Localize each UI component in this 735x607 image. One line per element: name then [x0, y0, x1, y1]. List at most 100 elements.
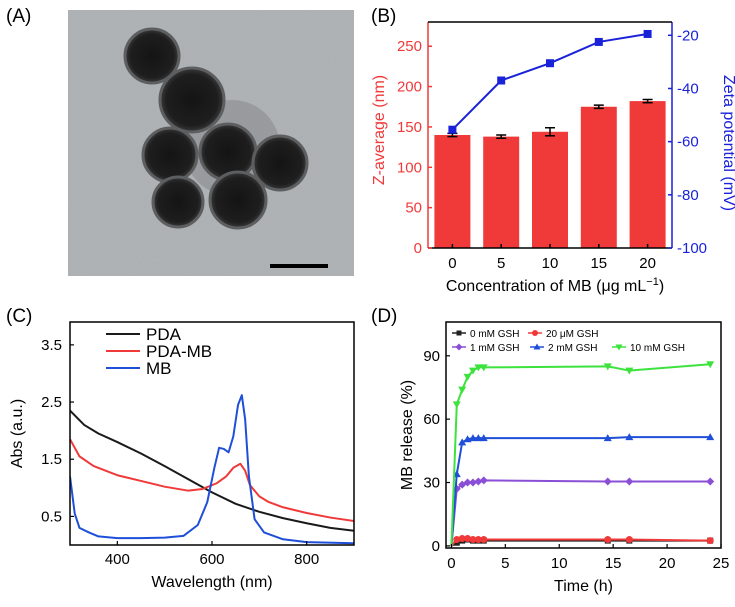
y-axis-title: Abs (a.u.): [9, 399, 26, 468]
x-axis-title: Concentration of MB (μg mL−1): [446, 276, 664, 295]
legend-label: 2 mM GSH: [548, 343, 597, 354]
zavg-bar: [483, 136, 520, 248]
y-axis-left-title: Z-average (nm): [371, 75, 388, 185]
series-line-pda: [70, 409, 354, 532]
data-point: [458, 534, 466, 542]
legend-label: 20 μM GSH: [546, 329, 598, 340]
left-tick-label: 100: [397, 159, 422, 176]
data-point: [468, 478, 477, 487]
y-tick-label: 0: [432, 538, 440, 555]
data-point: [468, 434, 477, 442]
nanoparticle: [123, 27, 181, 85]
y-tick-label: 3.5: [41, 337, 62, 354]
x-tick-label: 15: [605, 555, 622, 572]
zeta-point: [546, 59, 554, 68]
data-point: [479, 476, 488, 485]
data-point: [479, 434, 488, 442]
data-point: [455, 343, 463, 351]
panel-b-label: (B): [371, 6, 396, 27]
data-point: [533, 343, 541, 350]
legend-label: PDA-MB: [146, 342, 212, 361]
data-point: [469, 536, 477, 544]
y-tick-label: 0.5: [41, 508, 62, 525]
data-point: [480, 536, 488, 544]
data-point: [468, 367, 477, 375]
release-line: [450, 363, 711, 546]
x-axis-title: Wavelength (nm): [151, 574, 272, 591]
data-point: [458, 386, 467, 394]
panel-d-label: (D): [371, 306, 397, 327]
data-point: [603, 434, 612, 442]
legend-label: PDA: [146, 325, 182, 344]
y-tick-label: 90: [423, 348, 440, 365]
zeta-line: [451, 32, 648, 131]
right-tick-label: -80: [677, 187, 699, 204]
y-tick-label: 30: [423, 475, 440, 492]
release-line: [450, 479, 711, 546]
right-tick-label: -20: [677, 27, 699, 44]
x-tick-label: 20: [659, 555, 676, 572]
zeta-point: [448, 125, 457, 134]
x-tick-label: 0: [448, 255, 456, 272]
x-axis-title-sup: −1: [646, 276, 659, 288]
chart-b: 0 50 100 150 200 250 -100 -80 -60 -40 -20 0 5 10 15 20 Z…: [371, 21, 735, 295]
x-tick-label: 5: [501, 555, 509, 572]
data-point: [463, 478, 472, 487]
plot-frame: [445, 321, 722, 549]
x-tick-label: 10: [542, 255, 559, 272]
scale-bar: [270, 264, 328, 268]
y-tick-label: 1.5: [41, 451, 62, 468]
zavg-bar: [580, 106, 617, 248]
tem-micrograph: [68, 10, 354, 276]
left-tick-label: 0: [414, 240, 422, 257]
nanoparticle: [208, 170, 268, 230]
x-tick-label: 5: [497, 255, 505, 272]
data-point: [706, 477, 715, 486]
zeta-point: [643, 29, 652, 38]
data-point: [625, 536, 633, 544]
x-axis-title: Time (h): [554, 578, 613, 595]
data-point: [453, 536, 461, 544]
x-axis-title-end: ): [659, 278, 664, 295]
x-tick-label: 600: [199, 551, 224, 568]
data-point: [603, 363, 612, 371]
series-line-pda-mb: [70, 438, 354, 522]
legend-label: 1 mM GSH: [470, 343, 519, 354]
x-tick-label: 0: [447, 555, 455, 572]
chart-d: 0 30 60 90 0 5 10 15 20 25 Time (h) MB release (%) 0…: [399, 321, 730, 595]
zavg-bar: [532, 131, 568, 248]
x-tick-label: 15: [590, 255, 607, 272]
data-point: [615, 344, 623, 351]
data-point: [458, 438, 467, 446]
data-point: [463, 373, 472, 381]
data-point: [603, 477, 612, 486]
left-tick-label: 200: [397, 79, 422, 96]
panel-a-label: (A): [6, 6, 31, 27]
data-point: [474, 434, 483, 442]
y-tick-label: 2.5: [41, 394, 62, 411]
x-tick-label: 25: [713, 555, 730, 572]
data-point: [625, 433, 634, 441]
nanoparticle: [158, 66, 226, 134]
data-point: [604, 536, 612, 544]
data-point: [625, 477, 634, 486]
right-tick-label: -40: [677, 80, 699, 97]
data-point: [464, 534, 472, 542]
right-tick-label: -100: [677, 240, 707, 257]
chart-c: 0.5 1.5 2.5 3.5 400 600 800 Wavelength (nm) Abs …: [9, 321, 355, 591]
data-point: [532, 330, 538, 336]
nanoparticle-cluster: [123, 27, 309, 230]
data-point: [706, 361, 715, 369]
data-point: [706, 433, 715, 441]
data-point: [706, 537, 714, 545]
left-tick-label: 50: [405, 200, 422, 217]
panel-c-label: (C): [6, 306, 32, 327]
data-point: [625, 367, 634, 375]
data-point: [479, 364, 488, 372]
nanoparticle: [151, 175, 205, 229]
right-tick-label: -60: [677, 134, 699, 151]
left-tick-label: 250: [397, 38, 422, 55]
data-point: [452, 401, 461, 409]
left-tick-label: 150: [397, 119, 422, 136]
